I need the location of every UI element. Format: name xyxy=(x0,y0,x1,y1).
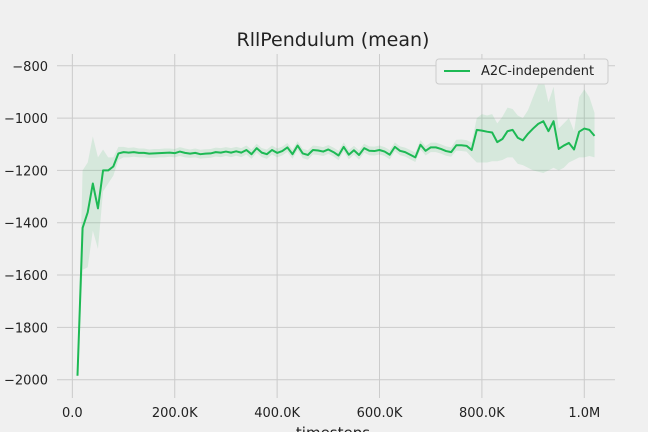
legend-label: A2C-independent xyxy=(481,64,594,79)
y-tick-label: −1000 xyxy=(4,112,48,127)
x-tick-label: 600.0K xyxy=(357,406,403,421)
y-tick-label: −2000 xyxy=(4,374,48,389)
y-tick-label: −800 xyxy=(12,60,48,75)
legend: A2C-independent xyxy=(435,58,609,85)
y-tick-label: −1400 xyxy=(4,217,48,232)
x-tick-label: 1.0M xyxy=(568,406,600,421)
y-tick-label: −1800 xyxy=(4,321,48,336)
y-tick-label: −1200 xyxy=(4,164,48,179)
x-tick-label: 0.0 xyxy=(62,406,83,421)
legend-box xyxy=(435,58,609,85)
grid xyxy=(57,54,615,398)
x-tick-label: 200.0K xyxy=(152,406,198,421)
x-tick-label: 400.0K xyxy=(254,406,300,421)
x-axis-label: timesteps xyxy=(296,424,370,432)
series-line-a2c-independent xyxy=(76,120,596,376)
x-tick-label: 800.0K xyxy=(459,406,505,421)
y-tick-label: −1600 xyxy=(4,269,48,284)
chart-title: RllPendulum (mean) xyxy=(237,29,430,51)
y-axis-ticks: −2000 −1800 −1600 −1400 −1200 −1000 −800 xyxy=(4,60,48,389)
x-axis-ticks: 0.0 200.0K 400.0K 600.0K 800.0K 1.0M xyxy=(62,406,600,421)
series-lines xyxy=(76,120,596,376)
